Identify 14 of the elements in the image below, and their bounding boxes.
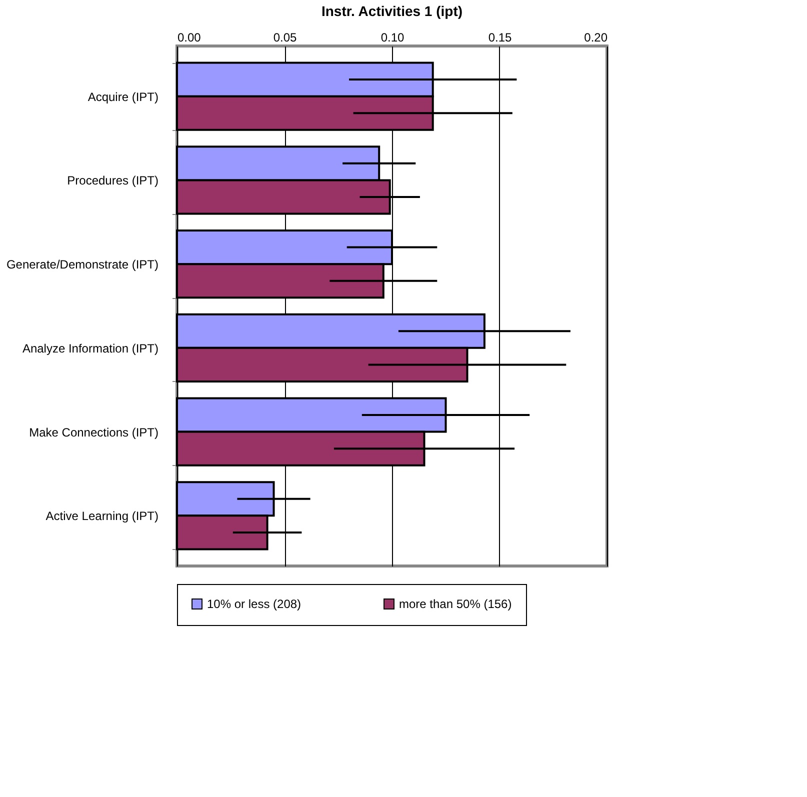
x-tick-label: 0.05	[273, 30, 297, 44]
y-tick-label: Active Learning (IPT)	[46, 509, 158, 524]
y-tick-label: Acquire (IPT)	[88, 90, 158, 104]
y-tick-label: Procedures (IPT)	[67, 174, 159, 188]
x-tick-label: 0.20	[584, 30, 608, 44]
y-tick-label: Make Connections (IPT)	[29, 425, 158, 440]
legend-label: more than 50% (156)	[399, 597, 512, 611]
x-tick-label: 0.00	[178, 30, 202, 44]
x-tick-label: 0.15	[488, 30, 512, 44]
y-tick-label: Analyze Information (IPT)	[22, 341, 158, 356]
y-tick-label: Generate/Demonstrate (IPT)	[6, 258, 158, 272]
x-tick-label: 0.10	[380, 30, 404, 44]
legend-label: 10% or less (208)	[207, 597, 302, 611]
chart-title: Instr. Activities 1 (ipt)	[321, 3, 463, 19]
